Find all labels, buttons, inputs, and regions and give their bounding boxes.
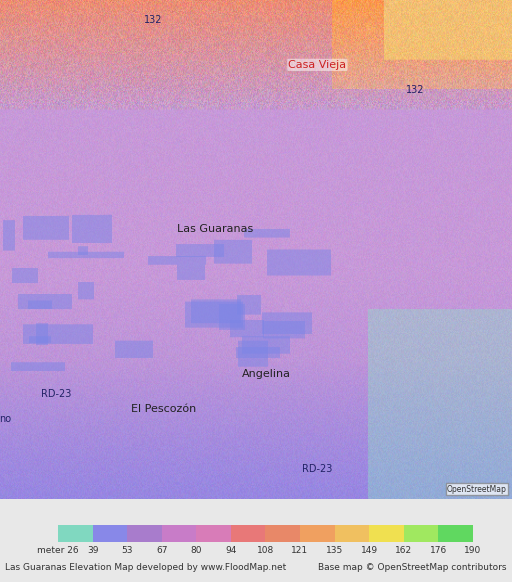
FancyBboxPatch shape (162, 525, 196, 542)
Text: OpenStreetMap: OpenStreetMap (447, 485, 507, 494)
Text: Casa Vieja: Casa Vieja (288, 60, 347, 70)
Text: El Pescozón: El Pescozón (131, 404, 197, 414)
FancyBboxPatch shape (403, 525, 438, 542)
Text: 176: 176 (430, 546, 447, 555)
FancyBboxPatch shape (58, 525, 93, 542)
Text: RD-23: RD-23 (41, 389, 72, 399)
FancyBboxPatch shape (127, 525, 162, 542)
Text: Angelina: Angelina (242, 369, 291, 379)
Text: 67: 67 (156, 546, 167, 555)
Text: 149: 149 (360, 546, 378, 555)
Text: 39: 39 (87, 546, 98, 555)
Text: 132: 132 (406, 85, 424, 95)
FancyBboxPatch shape (438, 525, 473, 542)
Text: 94: 94 (225, 546, 237, 555)
FancyBboxPatch shape (265, 525, 300, 542)
Text: 80: 80 (190, 546, 202, 555)
Text: RD-23: RD-23 (302, 464, 333, 474)
FancyBboxPatch shape (369, 525, 403, 542)
Text: Las Guaranas: Las Guaranas (177, 225, 253, 235)
Text: 108: 108 (257, 546, 274, 555)
FancyBboxPatch shape (93, 525, 127, 542)
Text: meter 26: meter 26 (37, 546, 79, 555)
FancyBboxPatch shape (334, 525, 369, 542)
Text: Las Guaranas Elevation Map developed by www.FloodMap.net: Las Guaranas Elevation Map developed by … (5, 563, 286, 572)
Text: 162: 162 (395, 546, 412, 555)
Text: no: no (0, 414, 11, 424)
Text: 121: 121 (291, 546, 309, 555)
FancyBboxPatch shape (196, 525, 231, 542)
Text: 132: 132 (144, 15, 163, 25)
FancyBboxPatch shape (231, 525, 265, 542)
Text: 53: 53 (121, 546, 133, 555)
Text: Las Guaranas Elevation: 39 meter Map by www.FloodMap.net (beta): Las Guaranas Elevation: 39 meter Map by … (5, 3, 512, 19)
FancyBboxPatch shape (300, 525, 334, 542)
Text: Base map © OpenStreetMap contributors: Base map © OpenStreetMap contributors (318, 563, 507, 572)
Text: 135: 135 (326, 546, 343, 555)
Text: 190: 190 (464, 546, 481, 555)
